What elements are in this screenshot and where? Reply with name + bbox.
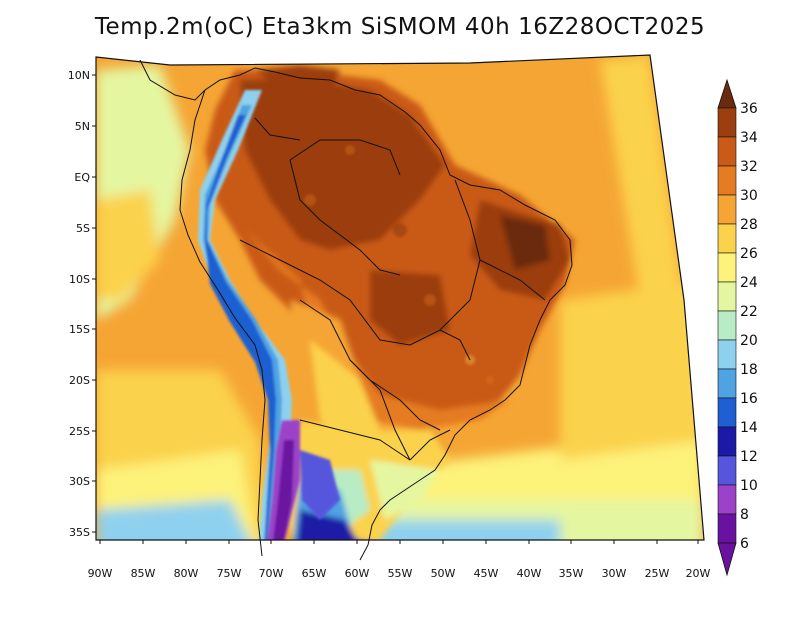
colorbar-label-30: 30 [740, 188, 758, 204]
colorbar-band-30-32 [717, 165, 737, 196]
colorbar-label-26: 26 [740, 246, 758, 262]
x-tick-label-30w: 30W [602, 567, 627, 580]
y-tick-label-10n: 10N [68, 69, 90, 82]
colorbar-label-36: 36 [740, 101, 758, 117]
colorbar-band-6-8 [717, 513, 737, 544]
temperature-field [96, 55, 704, 540]
map-title: Temp.2m(oC) Eta3km SiSMOM 40h 16Z28OCT20… [94, 14, 706, 40]
x-tick-label-45w: 45W [474, 567, 499, 580]
colorbar-label-16: 16 [740, 391, 758, 407]
y-tick-label-15s: 15S [69, 323, 90, 336]
x-axis: 90W 85W 80W 75W 70W 65W 60W 55W 50W 45W … [88, 540, 711, 580]
colorbar-band-28-30 [717, 194, 737, 225]
y-tick-label-10s: 10S [69, 273, 90, 286]
colorbar-band-22-24 [717, 281, 737, 312]
x-tick-label-75w: 75W [217, 567, 242, 580]
colorbar-band-18-20 [717, 339, 737, 370]
colorbar-band-32-34 [717, 136, 737, 167]
colorbar-band-14-16 [717, 397, 737, 428]
x-tick-label-70w: 70W [259, 567, 284, 580]
x-tick-label-50w: 50W [431, 567, 456, 580]
colorbar-bottom-triangle [717, 542, 737, 577]
colorbar-label-24: 24 [740, 275, 758, 291]
colorbar-label-14: 14 [740, 420, 758, 436]
x-tick-label-55w: 55W [388, 567, 413, 580]
y-tick-label-eq: EQ [74, 171, 90, 184]
colorbar-label-10: 10 [740, 478, 758, 494]
x-tick-label-60w: 60W [345, 567, 370, 580]
x-tick-label-40w: 40W [517, 567, 542, 580]
colorbar-label-20: 20 [740, 333, 758, 349]
colorbar: 36 34 32 30 28 26 24 22 20 18 16 14 12 1… [717, 78, 758, 577]
y-tick-label-30s: 30S [69, 475, 90, 488]
x-tick-label-80w: 80W [174, 567, 199, 580]
colorbar-band-16-18 [717, 368, 737, 399]
x-tick-label-85w: 85W [131, 567, 156, 580]
colorbar-label-6: 6 [740, 536, 749, 552]
coastline-and-borders [139, 59, 573, 561]
colorbar-band-12-14 [717, 426, 737, 457]
colorbar-top-triangle [717, 78, 737, 109]
colorbar-band-20-22 [717, 310, 737, 341]
y-tick-label-5n: 5N [75, 120, 90, 133]
y-tick-label-20s: 20S [69, 374, 90, 387]
x-tick-label-20w: 20W [686, 567, 711, 580]
colorbar-label-28: 28 [740, 217, 758, 233]
y-tick-label-25s: 25S [69, 425, 90, 438]
x-tick-label-90w: 90W [88, 567, 113, 580]
colorbar-band-24-26 [717, 252, 737, 283]
y-tick-label-35s: 35S [69, 526, 90, 539]
y-axis: 10N 5N EQ 5S 10S 15S 20S 25S 30S 35S [68, 69, 96, 539]
colorbar-band-26-28 [717, 223, 737, 254]
colorbar-band-10-12 [717, 455, 737, 486]
colorbar-label-8: 8 [740, 507, 749, 523]
map-frame [95, 54, 705, 541]
x-tick-label-65w: 65W [302, 567, 327, 580]
x-tick-label-25w: 25W [645, 567, 670, 580]
colorbar-label-22: 22 [740, 304, 758, 320]
y-tick-label-5s: 5S [76, 222, 90, 235]
colorbar-label-12: 12 [740, 449, 758, 465]
colorbar-label-32: 32 [740, 159, 758, 175]
colorbar-label-34: 34 [740, 130, 758, 146]
colorbar-band-34-36 [717, 107, 737, 138]
colorbar-label-18: 18 [740, 362, 758, 378]
colorbar-band-8-10 [717, 484, 737, 515]
x-tick-label-35w: 35W [559, 567, 584, 580]
